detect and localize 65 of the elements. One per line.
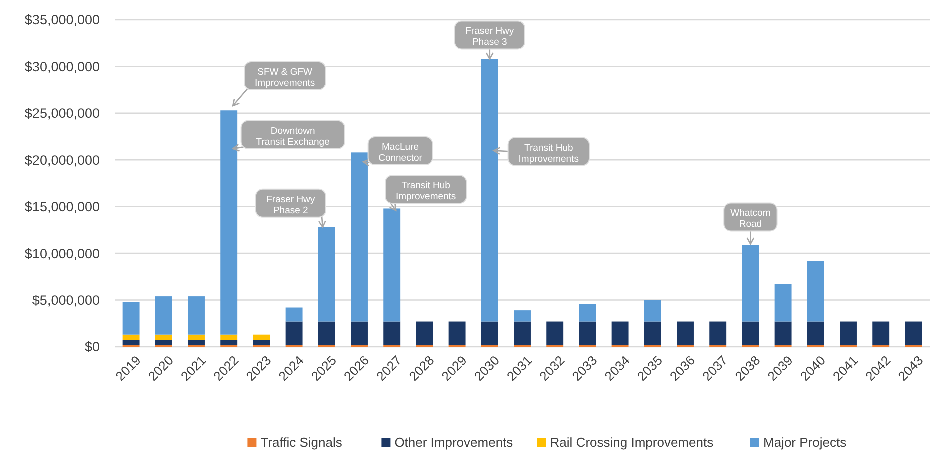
bar: [677, 322, 694, 346]
bar: [481, 322, 498, 346]
y-tick-label: $5,000,000: [32, 293, 100, 308]
annotation: SFW & GFW Improvements: [255, 66, 316, 89]
legend-label: Other Improvements: [394, 435, 514, 450]
bar: [416, 322, 434, 346]
bar: [774, 322, 792, 346]
bar: [253, 334, 270, 340]
bar: [286, 308, 303, 322]
bar: [579, 304, 596, 322]
legend-label: Major Projects: [764, 435, 848, 450]
bar: [122, 340, 140, 346]
bar: [905, 322, 922, 346]
bar: [188, 334, 205, 340]
annotation: Transit Hub Improvements: [518, 142, 580, 165]
bar: [188, 340, 205, 346]
bar: [384, 322, 401, 346]
bar: [188, 296, 205, 335]
bar: [351, 152, 368, 322]
bar: [742, 322, 760, 346]
y-tick-label: $20,000,000: [24, 152, 100, 168]
annotation: Fraser Hwy Phase 2: [266, 194, 316, 216]
bar: [122, 302, 140, 335]
bar: [774, 284, 792, 322]
y-tick-label: $15,000,000: [24, 200, 100, 215]
legend-label: Traffic Signals: [260, 435, 343, 450]
annotation: Transit Hub Improvements: [396, 180, 456, 203]
annotation: Fraser Hwy Phase 3: [466, 26, 514, 48]
annotation: Downtown Transit Exchange: [256, 126, 330, 148]
bar: [807, 322, 824, 346]
bar: [644, 300, 662, 322]
bar: [318, 322, 336, 346]
bar: [253, 340, 270, 346]
y-tick-label: $10,000,000: [24, 246, 100, 262]
bar: [742, 245, 760, 322]
bar: [514, 322, 531, 346]
bar: [122, 334, 140, 340]
annotation: MacLure Connector: [378, 142, 422, 164]
bar: [644, 322, 662, 346]
legend-label: Rail Crossing Improvements: [550, 435, 714, 450]
bar: [155, 296, 172, 335]
bar: [220, 334, 238, 340]
bar: [220, 110, 238, 335]
bar: [384, 208, 401, 322]
bar: [872, 322, 890, 346]
y-tick-label: $0: [84, 340, 100, 355]
y-tick-label: $25,000,000: [24, 106, 100, 122]
bar: [286, 322, 303, 346]
y-tick-label: $35,000,000: [24, 12, 100, 28]
y-tick-label: $30,000,000: [24, 59, 100, 74]
bar: [318, 227, 336, 322]
bar: [612, 322, 629, 346]
bar: [155, 334, 172, 340]
bar: [351, 322, 368, 346]
bar: [807, 261, 824, 322]
bar: [710, 322, 727, 346]
bar: [481, 59, 498, 322]
bar: [546, 322, 564, 346]
bar: [579, 322, 596, 346]
bar: [155, 340, 172, 346]
bar: [840, 322, 857, 346]
bar: [220, 340, 238, 346]
bar: [448, 322, 466, 346]
bar: [514, 310, 531, 322]
annotation: Whatcom Road: [730, 208, 771, 230]
